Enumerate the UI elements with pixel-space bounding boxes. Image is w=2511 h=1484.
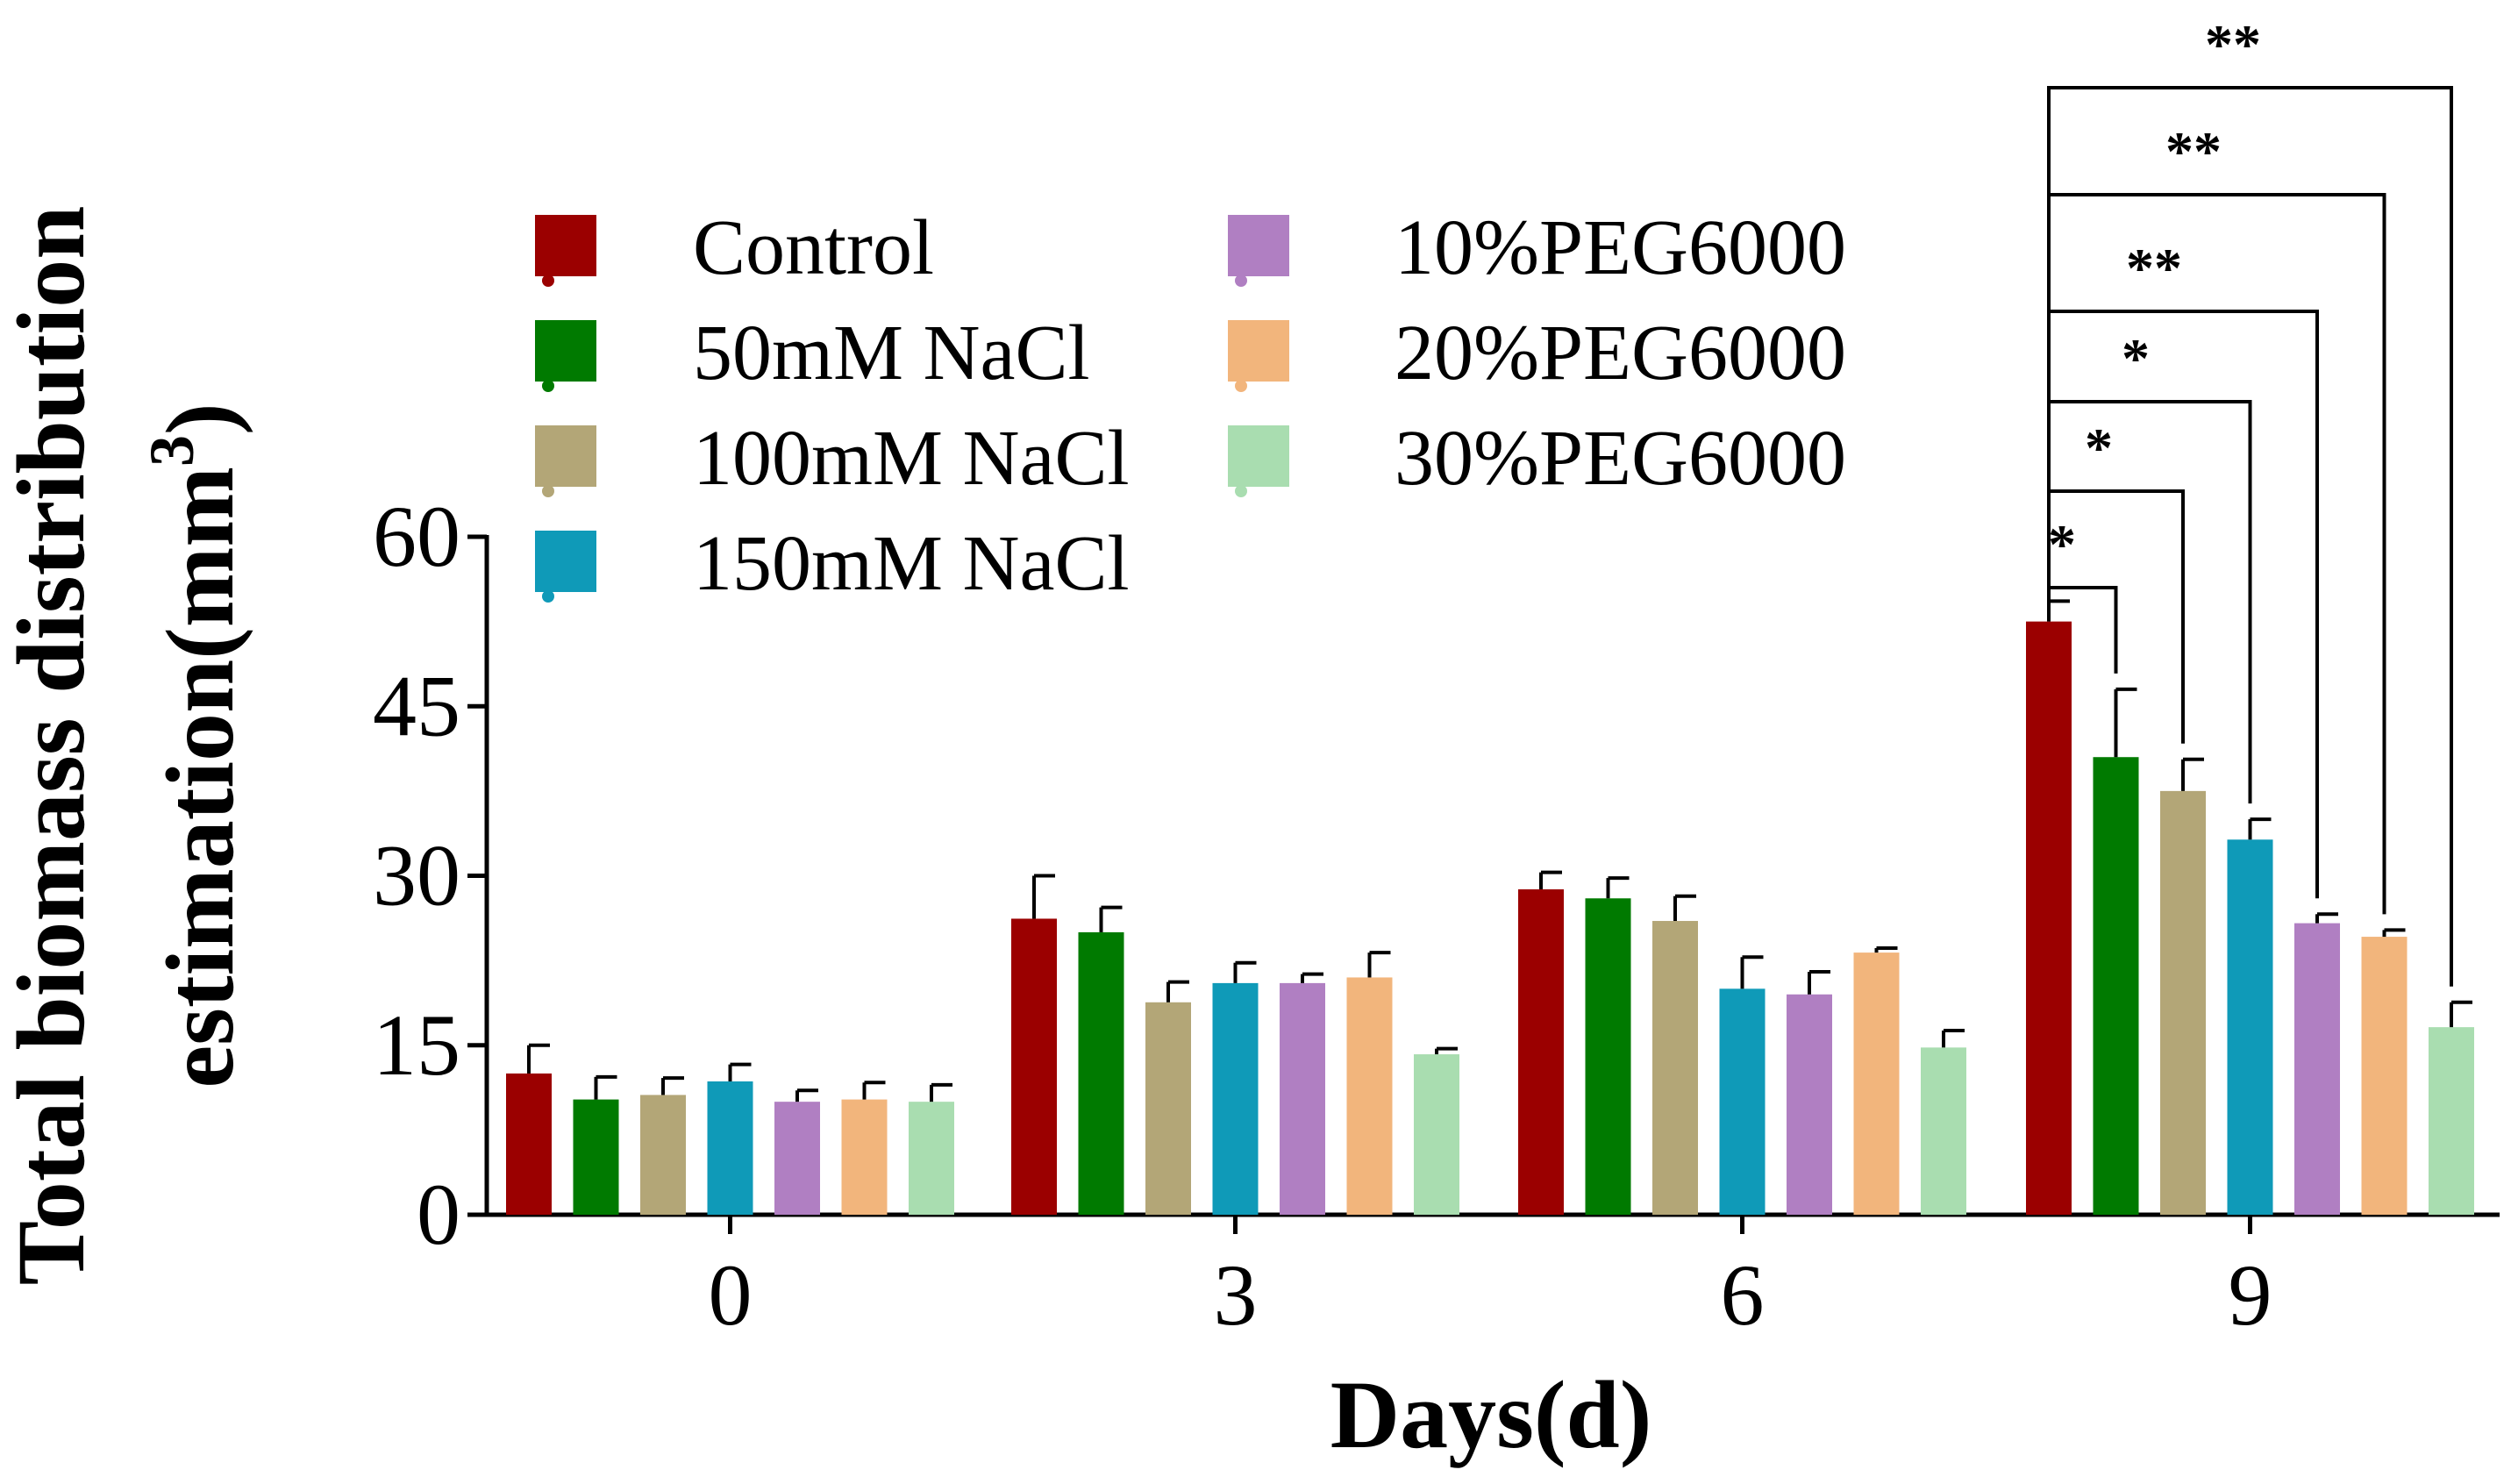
- significance-bracket: [2047, 86, 2453, 987]
- y-tick-label: 30: [373, 827, 460, 924]
- x-tick-label: 9: [2229, 1246, 2272, 1344]
- legend-swatch: [1228, 215, 1289, 276]
- bar: [1212, 982, 1259, 1215]
- legend-swatch-dot: [542, 275, 554, 287]
- legend-label: 150mM NaCl: [693, 520, 1130, 607]
- x-tick-label: 3: [1214, 1246, 1258, 1344]
- significance-label: *: [2122, 327, 2150, 389]
- bar: [2093, 757, 2139, 1215]
- bar: [1518, 888, 1564, 1215]
- x-tick-label: 0: [709, 1246, 753, 1344]
- bar: [1280, 982, 1325, 1215]
- significance-label: **: [2165, 120, 2222, 182]
- bar: [1414, 1054, 1459, 1215]
- legend: Control 50mM NaCl 100mM NaCl 150mM NaCl 10%P…: [535, 204, 1846, 607]
- bar: [774, 1102, 820, 1215]
- legend-swatch: [535, 215, 596, 276]
- bar: [1652, 921, 1698, 1215]
- bars: [506, 599, 2474, 1215]
- bar: [1078, 931, 1124, 1215]
- bar: [909, 1102, 954, 1215]
- legend-swatch-dot: [1235, 485, 1247, 497]
- legend-swatch-dot: [1235, 380, 1247, 392]
- bar: [2026, 621, 2072, 1215]
- legend-swatch: [535, 531, 596, 592]
- bar: [1787, 994, 1832, 1215]
- y-tick-label: 45: [373, 657, 460, 754]
- x-axis-title: Days(d): [1330, 1361, 1652, 1468]
- bar: [1145, 1002, 1191, 1215]
- bar: [2294, 923, 2340, 1215]
- bar: [2160, 790, 2206, 1215]
- y-axis-title-line1: Total biomass distribution: [0, 206, 104, 1286]
- bar: [1585, 898, 1631, 1215]
- bar: [1719, 988, 1766, 1215]
- bar: [1011, 918, 1057, 1215]
- legend-swatch: [535, 320, 596, 382]
- bar: [573, 1099, 619, 1215]
- legend-label: 10%PEG6000: [1395, 204, 1846, 291]
- legend-swatch-dot: [542, 380, 554, 392]
- bar: [2361, 937, 2408, 1215]
- bar: [506, 1073, 552, 1215]
- legend-label: 100mM NaCl: [693, 415, 1130, 502]
- x-tick-label: 6: [1721, 1246, 1765, 1344]
- legend-swatch-dot: [542, 590, 554, 603]
- legend-swatch: [1228, 320, 1289, 382]
- y-tick-label: 60: [373, 488, 460, 585]
- bar: [841, 1099, 888, 1215]
- significance-label: **: [2126, 237, 2182, 299]
- legend-swatch: [1228, 425, 1289, 487]
- bar: [1921, 1047, 1966, 1215]
- legend-label: 30%PEG6000: [1395, 415, 1846, 502]
- bar: [640, 1095, 686, 1215]
- y-axis-title: Total biomass distribution estimation(mm…: [0, 206, 253, 1286]
- legend-label: 50mM NaCl: [693, 310, 1090, 396]
- legend-label: Control: [693, 204, 934, 291]
- y-tick-label: 15: [373, 996, 460, 1094]
- bar: [707, 1081, 753, 1215]
- legend-swatch-dot: [542, 485, 554, 497]
- bar: [1853, 952, 1900, 1215]
- y-tick-label: 0: [417, 1166, 460, 1263]
- bar: [2429, 1027, 2474, 1215]
- significance-bracket: [2047, 400, 2252, 804]
- significance-label: *: [2085, 417, 2113, 479]
- y-axis-title-line2: estimation(mm3): [137, 403, 253, 1088]
- bar: [1346, 977, 1393, 1215]
- bar: [2227, 839, 2273, 1215]
- significance-label: **: [2205, 13, 2261, 75]
- legend-swatch-dot: [1235, 275, 1247, 287]
- legend-label: 20%PEG6000: [1395, 310, 1846, 396]
- significance-label: *: [2048, 513, 2076, 575]
- significance-brackets: *********: [2047, 13, 2453, 987]
- legend-swatch: [535, 425, 596, 487]
- axes: 0 15 30 45 60 0 3 6 9: [373, 488, 2500, 1344]
